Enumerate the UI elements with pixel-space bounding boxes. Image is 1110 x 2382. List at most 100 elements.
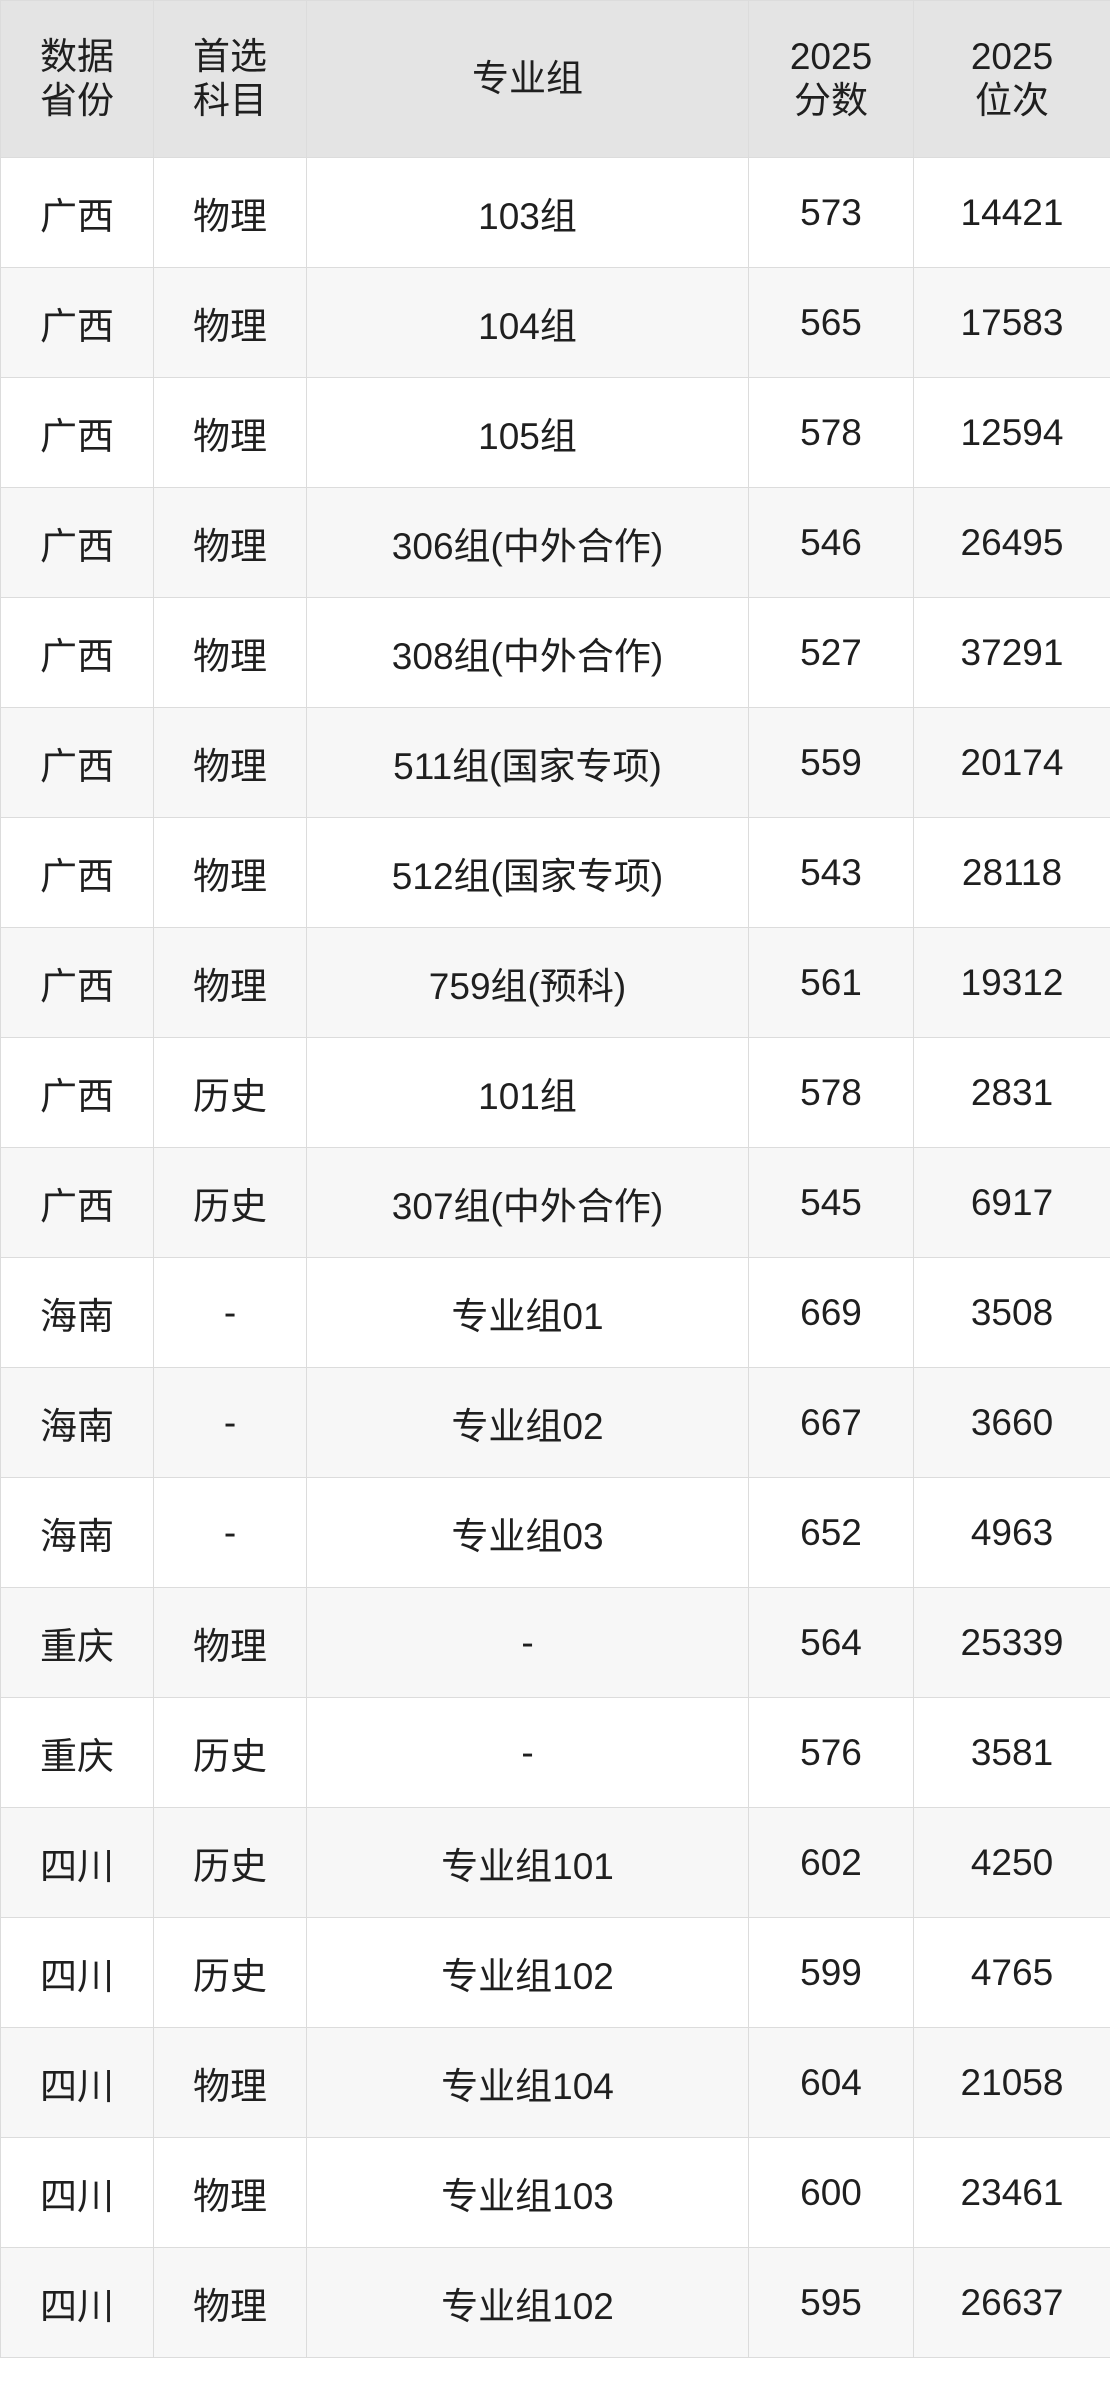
cell-major-group: 306组(中外合作) xyxy=(306,487,749,598)
cell-major-group: 专业组104 xyxy=(306,2027,749,2138)
cell-major-group: 103组 xyxy=(306,157,749,268)
cell-score: 604 xyxy=(748,2027,914,2138)
cell-province: 四川 xyxy=(0,2137,154,2248)
cell-province: 海南 xyxy=(0,1257,154,1368)
cell-rank: 26495 xyxy=(913,487,1110,598)
column-header-rank-line2: 位次 xyxy=(975,80,1049,121)
cell-score: 564 xyxy=(748,1587,914,1698)
cell-rank: 21058 xyxy=(913,2027,1110,2138)
cell-province: 广西 xyxy=(0,487,154,598)
header-row: 数据 省份 首选 科目 专业组 2025 分数 2025 位次 xyxy=(0,0,1110,158)
cell-major-group: 759组(预科) xyxy=(306,927,749,1038)
table-row: 广西 物理 105组 578 12594 xyxy=(0,377,1110,488)
cell-subject: 物理 xyxy=(153,377,307,488)
cell-rank: 4765 xyxy=(913,1917,1110,2028)
cell-rank: 3508 xyxy=(913,1257,1110,1368)
cell-rank: 17583 xyxy=(913,267,1110,378)
cell-subject: 历史 xyxy=(153,1917,307,2028)
column-header-major-group-line1: 专业组 xyxy=(472,58,583,100)
cell-rank: 20174 xyxy=(913,707,1110,818)
cell-subject: 历史 xyxy=(153,1697,307,1808)
cell-major-group: 专业组03 xyxy=(306,1477,749,1588)
cell-rank: 6917 xyxy=(913,1147,1110,1258)
cell-subject: 物理 xyxy=(153,487,307,598)
cell-major-group: - xyxy=(306,1587,749,1698)
table-row: 海南 - 专业组02 667 3660 xyxy=(0,1367,1110,1478)
table-row: 广西 历史 101组 578 2831 xyxy=(0,1037,1110,1148)
table-row: 海南 - 专业组01 669 3508 xyxy=(0,1257,1110,1368)
table-row: 海南 - 专业组03 652 4963 xyxy=(0,1477,1110,1588)
column-header-subject-line2: 科目 xyxy=(193,80,267,121)
cell-rank: 26637 xyxy=(913,2247,1110,2358)
table-row: 广西 物理 511组(国家专项) 559 20174 xyxy=(0,707,1110,818)
cell-score: 561 xyxy=(748,927,914,1038)
cell-province: 重庆 xyxy=(0,1697,154,1808)
cell-rank: 28118 xyxy=(913,817,1110,928)
cell-subject: 物理 xyxy=(153,267,307,378)
cell-major-group: 512组(国家专项) xyxy=(306,817,749,928)
cell-subject: - xyxy=(153,1367,307,1478)
cell-rank: 4963 xyxy=(913,1477,1110,1588)
cell-major-group: 104组 xyxy=(306,267,749,378)
cell-province: 四川 xyxy=(0,1917,154,2028)
cell-score: 573 xyxy=(748,157,914,268)
cell-subject: 物理 xyxy=(153,1587,307,1698)
cell-province: 海南 xyxy=(0,1477,154,1588)
column-header-subject-line1: 首选 xyxy=(193,36,267,78)
cell-province: 广西 xyxy=(0,1147,154,1258)
column-header-subject: 首选 科目 xyxy=(153,0,307,158)
cell-subject: 历史 xyxy=(153,1807,307,1918)
cell-score: 578 xyxy=(748,1037,914,1148)
cell-province: 重庆 xyxy=(0,1587,154,1698)
cell-major-group: - xyxy=(306,1697,749,1808)
cell-rank: 14421 xyxy=(913,157,1110,268)
cell-score: 667 xyxy=(748,1367,914,1478)
cell-subject: 物理 xyxy=(153,157,307,268)
column-header-major-group: 专业组 xyxy=(306,0,749,158)
table-body: 广西 物理 103组 573 14421 广西 物理 104组 565 17583 广西 物理 105组… xyxy=(0,157,1110,2358)
cell-major-group: 308组(中外合作) xyxy=(306,597,749,708)
cell-subject: 物理 xyxy=(153,707,307,818)
cell-major-group: 专业组101 xyxy=(306,1807,749,1918)
cell-score: 595 xyxy=(748,2247,914,2358)
table-row: 广西 物理 308组(中外合作) 527 37291 xyxy=(0,597,1110,708)
cell-score: 545 xyxy=(748,1147,914,1258)
table-header: 数据 省份 首选 科目 专业组 2025 分数 2025 位次 xyxy=(0,0,1110,158)
cell-rank: 25339 xyxy=(913,1587,1110,1698)
column-header-score-line1: 2025 xyxy=(789,36,873,78)
cell-province: 广西 xyxy=(0,707,154,818)
cell-subject: - xyxy=(153,1477,307,1588)
cell-score: 669 xyxy=(748,1257,914,1368)
cell-subject: 物理 xyxy=(153,2027,307,2138)
column-header-score-line2: 分数 xyxy=(794,80,868,121)
cell-subject: 历史 xyxy=(153,1037,307,1148)
cell-subject: 物理 xyxy=(153,597,307,708)
cell-score: 576 xyxy=(748,1697,914,1808)
cell-score: 600 xyxy=(748,2137,914,2248)
cell-province: 四川 xyxy=(0,1807,154,1918)
cell-major-group: 专业组02 xyxy=(306,1367,749,1478)
column-header-rank-line1: 2025 xyxy=(970,36,1054,78)
table-row: 重庆 物理 -564 25339 xyxy=(0,1587,1110,1698)
cell-score: 599 xyxy=(748,1917,914,2028)
table-row: 广西 物理 306组(中外合作) 546 26495 xyxy=(0,487,1110,598)
table-row: 广西 历史 307组(中外合作) 545 6917 xyxy=(0,1147,1110,1258)
cell-score: 602 xyxy=(748,1807,914,1918)
cell-score: 565 xyxy=(748,267,914,378)
cell-rank: 19312 xyxy=(913,927,1110,1038)
cell-rank: 3660 xyxy=(913,1367,1110,1478)
table-row: 四川 物理 专业组103 600 23461 xyxy=(0,2137,1110,2248)
column-header-score: 2025 分数 xyxy=(748,0,914,158)
cell-rank: 2831 xyxy=(913,1037,1110,1148)
cell-major-group: 专业组102 xyxy=(306,1917,749,2028)
cell-rank: 4250 xyxy=(913,1807,1110,1918)
cell-province: 广西 xyxy=(0,927,154,1038)
cell-major-group: 101组 xyxy=(306,1037,749,1148)
cell-province: 四川 xyxy=(0,2027,154,2138)
cell-province: 四川 xyxy=(0,2247,154,2358)
cell-subject: 物理 xyxy=(153,2137,307,2248)
cell-province: 广西 xyxy=(0,377,154,488)
cell-subject: 历史 xyxy=(153,1147,307,1258)
cell-province: 广西 xyxy=(0,817,154,928)
